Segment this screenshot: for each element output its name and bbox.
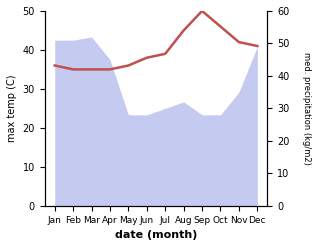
Y-axis label: max temp (C): max temp (C) <box>7 75 17 142</box>
Y-axis label: med. precipitation (kg/m2): med. precipitation (kg/m2) <box>302 52 311 165</box>
X-axis label: date (month): date (month) <box>115 230 197 240</box>
